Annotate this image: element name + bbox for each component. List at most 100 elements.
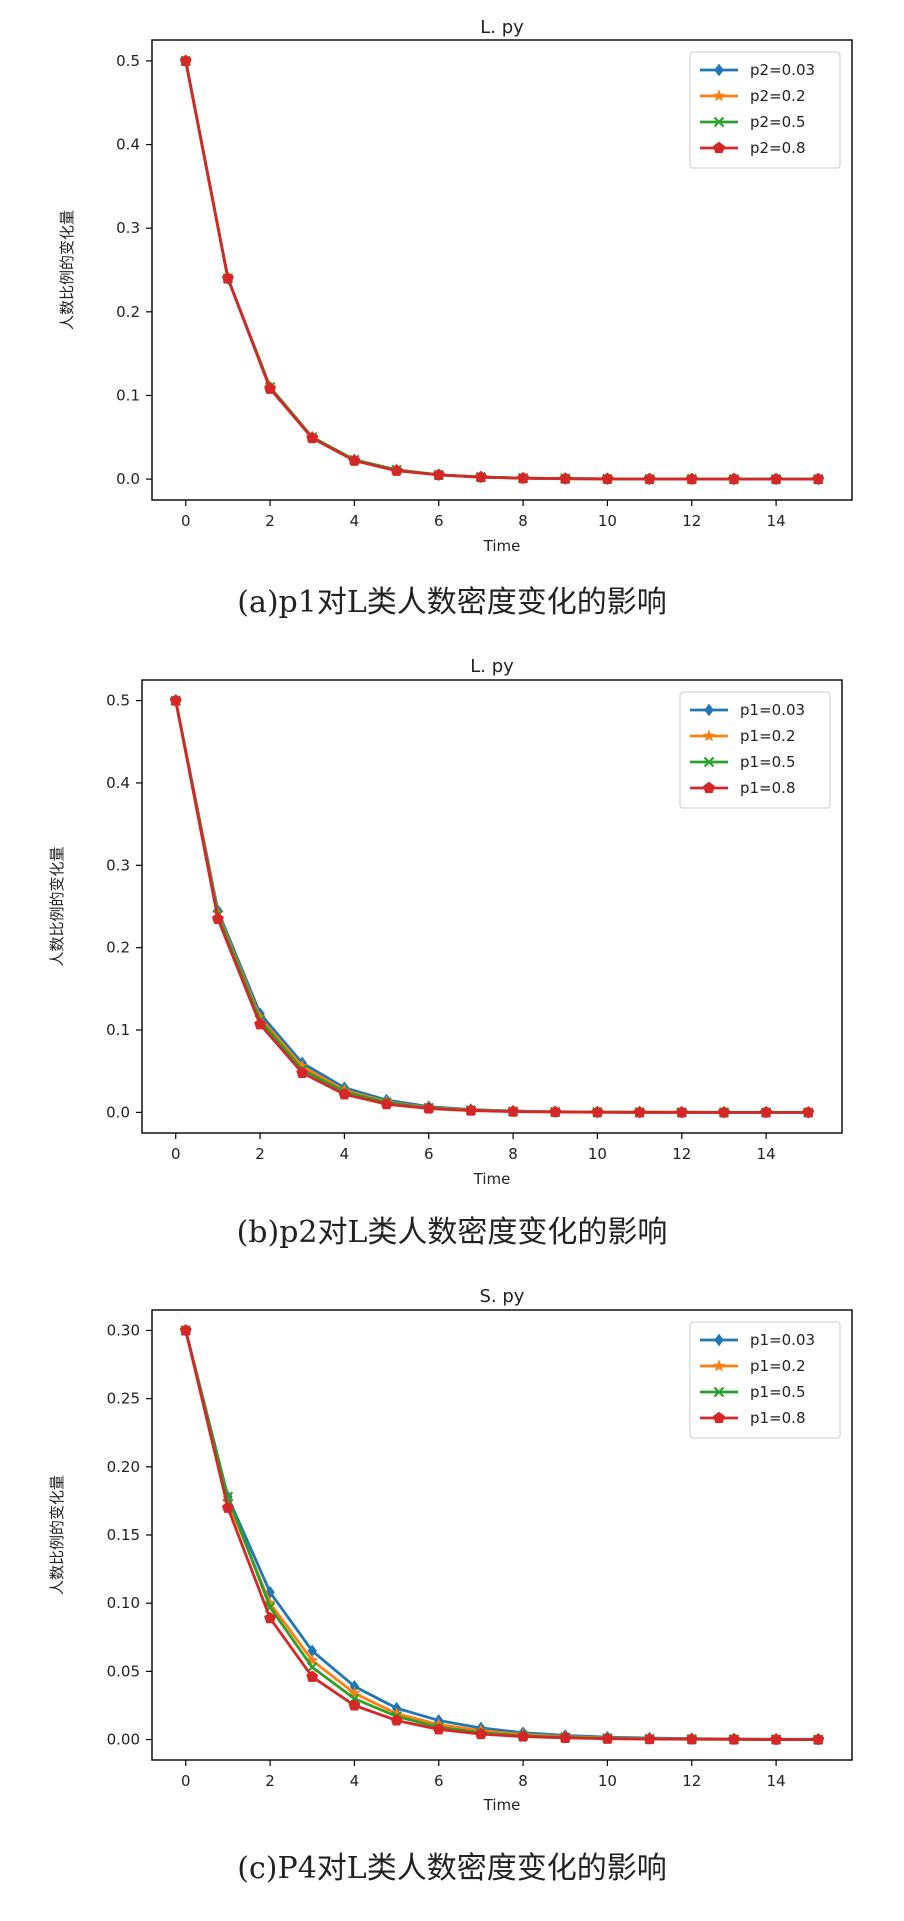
- legend-box: [689, 1321, 841, 1439]
- legend-label: p1=0.5: [750, 1383, 806, 1401]
- y-tick-label: 0.4: [106, 774, 130, 792]
- figure-caption: (a)p1对L类人数密度变化的影响: [237, 585, 667, 620]
- legend-item: p1=0.8: [700, 1409, 806, 1427]
- data-point: [432, 468, 445, 481]
- data-point: [643, 1732, 656, 1745]
- data-point: [390, 464, 403, 476]
- x-tick-label: 10: [588, 1145, 607, 1163]
- x-tick-label: 0: [171, 1145, 181, 1163]
- figure-caption: (c)P4对L类人数密度变化的影响: [237, 1851, 666, 1886]
- legend-label: p1=0.03: [750, 1331, 815, 1349]
- data-point: [305, 1653, 319, 1666]
- x-tick-label: 10: [598, 1772, 617, 1790]
- y-tick-label: 0.30: [107, 1321, 140, 1339]
- legend-marker: [714, 63, 724, 77]
- legend-marker: [712, 1411, 726, 1424]
- data-point: [507, 1105, 520, 1117]
- y-tick-label: 0.25: [107, 1390, 140, 1408]
- data-point: [559, 1731, 572, 1744]
- legend-item: p1=0.2: [700, 1357, 806, 1375]
- legend-item: p2=0.8: [700, 139, 806, 157]
- y-tick-label: 0.4: [116, 136, 140, 154]
- legend-marker: [712, 141, 726, 154]
- legend-label: p2=0.03: [750, 61, 815, 79]
- y-tick-label: 0.0: [106, 1103, 130, 1121]
- legend-item: p1=0.8: [690, 779, 796, 797]
- y-tick-label: 0.3: [106, 856, 130, 874]
- data-point: [348, 1686, 361, 1699]
- y-tick-label: 0.0: [116, 470, 140, 488]
- x-tick-label: 0: [181, 512, 191, 530]
- chart-panel-b: L. py 0 2 4 6 8 10 12 14 0.0 0.1 0.2 0.3 0.4 0.5 Time 人数…: [48, 656, 843, 1250]
- data-point: [169, 694, 182, 706]
- x-axis-label: Time: [483, 537, 521, 555]
- series-line: [174, 700, 809, 1114]
- x-tick-label: 6: [434, 1772, 444, 1790]
- data-point: [760, 1106, 773, 1118]
- series-line: [184, 1330, 819, 1741]
- x-tick-label: 12: [672, 1145, 691, 1163]
- y-tick-label: 0.05: [107, 1662, 140, 1680]
- y-tick-label: 0.5: [116, 52, 140, 70]
- data-point: [338, 1087, 351, 1100]
- data-point: [306, 431, 319, 444]
- data-point: [517, 1730, 530, 1742]
- x-tick-label: 0: [181, 1772, 191, 1790]
- x-tick-label: 8: [518, 512, 528, 530]
- x-tick-label: 14: [767, 512, 786, 530]
- legend-box: [689, 51, 841, 169]
- legend-label: p1=0.8: [750, 1409, 806, 1427]
- x-tick-label: 2: [255, 1145, 265, 1163]
- chart-title: S. py: [480, 1286, 525, 1307]
- chart-panel-c: S. py 0 2 4 6 8 10 12 14 0.00 0.05 0.10 0.15 0.20 0.25…: [48, 1286, 853, 1886]
- x-axis-label: Time: [473, 1170, 511, 1188]
- legend-label: p2=0.2: [750, 87, 806, 105]
- legend-label: p2=0.8: [750, 139, 806, 157]
- data-point: [390, 1714, 403, 1726]
- legend-box: [679, 691, 831, 809]
- data-point: [675, 1106, 688, 1118]
- data-point: [348, 1699, 361, 1711]
- y-tick-label: 0.3: [116, 219, 140, 237]
- legend-item: p1=0.5: [700, 1383, 806, 1401]
- legend-label: p1=0.2: [740, 727, 796, 745]
- data-point: [517, 471, 530, 484]
- y-tick-label: 0.10: [107, 1594, 140, 1612]
- y-tick-label: 0.1: [116, 386, 140, 404]
- data-point: [601, 472, 614, 485]
- legend: p2=0.03 p2=0.2 p2=0.5 p2=0.8: [689, 51, 841, 169]
- data-point: [221, 1501, 234, 1513]
- data-point: [601, 1732, 614, 1744]
- data-point: [422, 1102, 435, 1114]
- chart-title: L. py: [470, 656, 514, 677]
- x-tick-label: 4: [340, 1145, 350, 1163]
- y-axis-label: 人数比例的变化量: [58, 210, 76, 330]
- series-p2=0.8: [179, 54, 825, 485]
- legend-label: p1=0.8: [740, 779, 796, 797]
- legend-marker: [702, 781, 716, 794]
- series-line: [184, 60, 819, 481]
- data-point: [264, 1611, 277, 1624]
- chart-title: L. py: [480, 17, 524, 38]
- x-tick-label: 14: [757, 1145, 776, 1163]
- series-p1=0.8: [169, 694, 815, 1118]
- y-tick-label: 0.20: [107, 1458, 140, 1476]
- legend-marker: [712, 1359, 726, 1372]
- data-point: [812, 472, 825, 485]
- y-tick-label: 0.2: [116, 303, 140, 321]
- y-axis-label: 人数比例的变化量: [48, 1475, 66, 1595]
- x-tick-label: 12: [682, 1772, 701, 1790]
- y-axis-label: 人数比例的变化量: [48, 846, 66, 966]
- data-point: [559, 472, 572, 484]
- data-point: [685, 472, 698, 485]
- legend-item: p2=0.03: [700, 61, 815, 79]
- y-tick-label: 0.2: [106, 939, 130, 957]
- legend-marker: [702, 729, 716, 742]
- data-point: [770, 1733, 783, 1745]
- legend-item: p1=0.03: [690, 701, 805, 719]
- x-tick-label: 8: [508, 1145, 518, 1163]
- legend-item: p1=0.5: [690, 753, 796, 771]
- data-point: [812, 1733, 825, 1745]
- legend-marker: [714, 1333, 724, 1347]
- data-point: [717, 1106, 730, 1118]
